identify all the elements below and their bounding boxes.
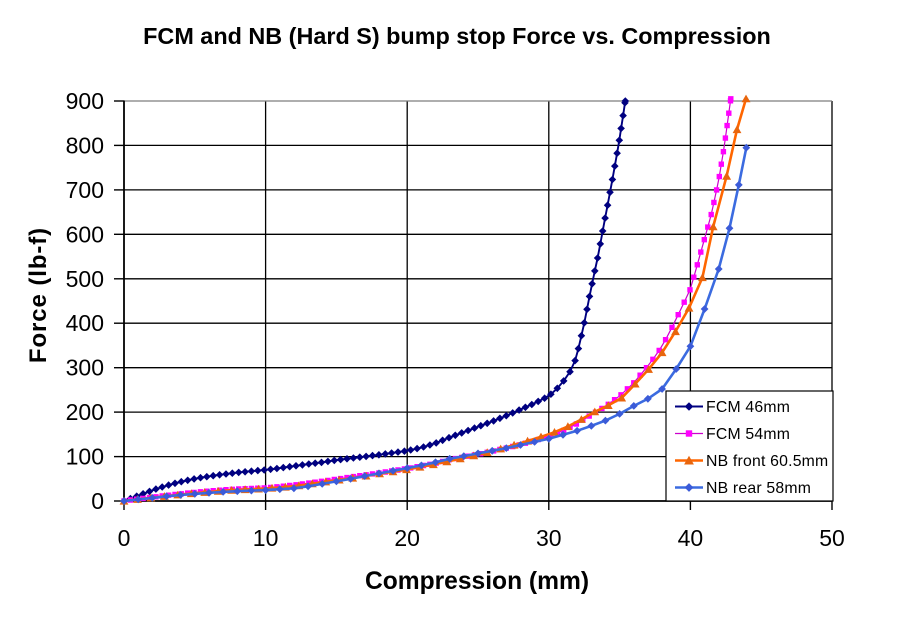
svg-text:100: 100 [66, 444, 104, 470]
svg-text:50: 50 [819, 525, 845, 551]
svg-text:500: 500 [66, 266, 104, 292]
svg-text:20: 20 [394, 525, 420, 551]
svg-text:200: 200 [66, 399, 104, 425]
svg-text:10: 10 [253, 525, 279, 551]
svg-text:FCM 54mm: FCM 54mm [706, 426, 790, 443]
svg-text:0: 0 [118, 525, 131, 551]
svg-text:900: 900 [66, 88, 104, 114]
svg-text:Compression (mm): Compression (mm) [365, 568, 589, 595]
svg-text:NB front 60.5mm: NB front 60.5mm [706, 453, 828, 470]
svg-text:40: 40 [678, 525, 704, 551]
svg-text:Force (lb-f): Force (lb-f) [25, 227, 52, 363]
svg-text:FCM and NB (Hard S) bump stop: FCM and NB (Hard S) bump stop Force vs. … [143, 23, 771, 49]
svg-text:NB rear 58mm: NB rear 58mm [706, 480, 811, 497]
svg-text:30: 30 [536, 525, 562, 551]
svg-text:400: 400 [66, 310, 104, 336]
svg-text:FCM 46mm: FCM 46mm [706, 399, 790, 416]
svg-text:700: 700 [66, 177, 104, 203]
svg-text:300: 300 [66, 355, 104, 381]
svg-text:600: 600 [66, 221, 104, 247]
svg-text:800: 800 [66, 132, 104, 158]
svg-text:0: 0 [91, 488, 104, 514]
